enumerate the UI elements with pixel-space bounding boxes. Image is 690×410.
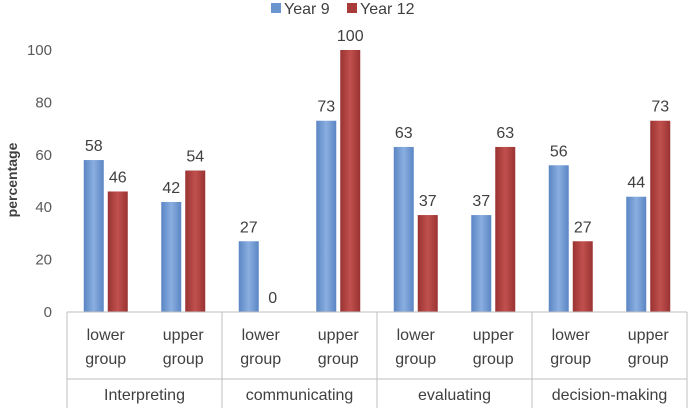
- x-group-label: communicating: [246, 387, 354, 404]
- x-group-label: evaluating: [418, 387, 491, 404]
- x-category-label: upper: [163, 327, 205, 344]
- data-labels: 58 46 42 54 27 0 73 100 63 37 37 63 56 27 44 73: [85, 28, 669, 307]
- y-tick-label: 40: [35, 199, 52, 216]
- legend: Year 9 Year 12: [271, 1, 415, 18]
- data-label: 27: [574, 219, 592, 236]
- y-tick-label: 100: [27, 42, 52, 59]
- x-category-label: group: [473, 351, 514, 368]
- bar-year-12: [417, 215, 438, 312]
- x-axis: lower group upper group lower group upper group…: [66, 311, 688, 408]
- bar-year-9: [471, 215, 492, 312]
- bar-year-12: [340, 50, 361, 312]
- y-axis-ticks: 0 20 40 60 80 100: [27, 42, 52, 321]
- data-label: 0: [268, 290, 277, 307]
- data-label: 63: [496, 125, 514, 142]
- data-label: 58: [85, 138, 103, 155]
- x-category-label: group: [163, 351, 204, 368]
- y-tick-label: 20: [35, 252, 52, 269]
- legend-swatch-year-9: [271, 3, 281, 13]
- data-label: 42: [162, 180, 180, 197]
- bar-year-12: [107, 191, 128, 312]
- y-tick-label: 80: [35, 94, 52, 111]
- bar-year-9: [238, 241, 259, 312]
- y-axis-title: percentage: [4, 142, 20, 217]
- bar-year-12: [185, 170, 206, 312]
- y-tick-label: 60: [35, 147, 52, 164]
- x-category-label: upper: [318, 327, 360, 344]
- x-category-label: lower: [242, 327, 281, 344]
- data-label: 27: [240, 219, 258, 236]
- data-label: 54: [186, 149, 204, 166]
- x-category-label: group: [240, 351, 281, 368]
- bar-year-9: [393, 146, 414, 312]
- x-category-label: upper: [628, 327, 670, 344]
- bar-year-9: [83, 160, 104, 312]
- x-category-label: lower: [397, 327, 436, 344]
- bar-year-9: [548, 165, 569, 312]
- bar-year-12: [495, 146, 516, 312]
- x-category-label: lower: [552, 327, 591, 344]
- bar-year-9: [316, 120, 337, 313]
- bar-year-9: [626, 196, 647, 312]
- bar-year-9: [161, 201, 182, 312]
- x-group-label: Interpreting: [104, 387, 185, 404]
- data-label: 44: [627, 175, 645, 192]
- x-category-label: lower: [87, 327, 126, 344]
- y-tick-label: 0: [44, 304, 52, 321]
- x-category-label: upper: [473, 327, 515, 344]
- data-label: 37: [419, 193, 437, 210]
- x-category-label: group: [85, 351, 126, 368]
- data-label: 56: [550, 143, 568, 160]
- x-category-label: group: [550, 351, 591, 368]
- data-label: 73: [651, 99, 669, 116]
- x-category-label: group: [318, 351, 359, 368]
- x-category-label: group: [395, 351, 436, 368]
- data-label: 63: [395, 125, 413, 142]
- bar-year-12: [650, 120, 671, 313]
- data-label: 100: [337, 28, 364, 45]
- legend-label-year-9: Year 9: [284, 1, 330, 18]
- data-label: 73: [317, 99, 335, 116]
- x-group-label: decision-making: [552, 387, 668, 404]
- bar-year-12: [572, 241, 593, 312]
- bars: [83, 50, 671, 313]
- legend-label-year-12: Year 12: [360, 1, 415, 18]
- data-label: 46: [109, 169, 127, 186]
- x-category-label: group: [628, 351, 669, 368]
- data-label: 37: [472, 193, 490, 210]
- legend-swatch-year-12: [347, 3, 357, 13]
